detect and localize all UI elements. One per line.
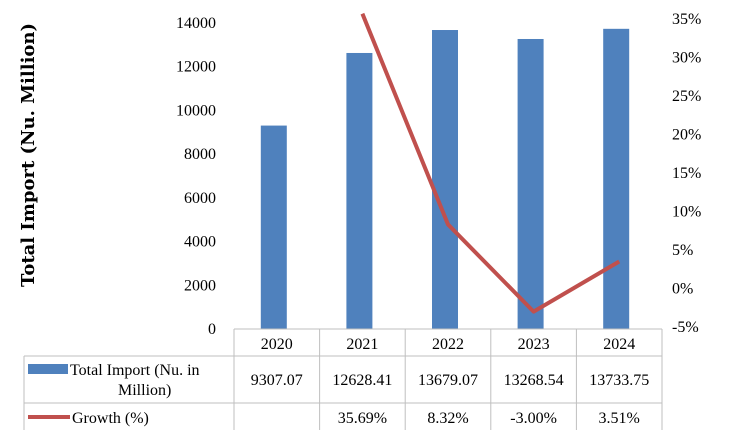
growth-line bbox=[360, 12, 621, 314]
category-label: 2022 bbox=[432, 336, 464, 353]
right-tick-label: 0% bbox=[672, 281, 693, 298]
category-label: 2021 bbox=[346, 336, 378, 353]
import-value-cell: 12628.41 bbox=[332, 372, 392, 389]
y-axis-title: Total Import (Nu. Million) bbox=[18, 23, 39, 287]
right-tick-label: 15% bbox=[672, 165, 701, 182]
growth-value-cell: 8.32% bbox=[427, 410, 468, 427]
bar-series bbox=[260, 28, 630, 330]
line-series bbox=[360, 12, 621, 314]
growth-value-cell: 3.51% bbox=[599, 410, 640, 427]
right-tick-label: 30% bbox=[672, 50, 701, 67]
right-tick-label: 25% bbox=[672, 88, 701, 105]
bar-2023 bbox=[517, 38, 544, 330]
category-label: 2024 bbox=[603, 336, 635, 353]
right-tick-label: 5% bbox=[672, 242, 693, 259]
legend-label-growth: Growth (%) bbox=[72, 410, 149, 427]
import-value-cell: 13679.07 bbox=[418, 372, 478, 389]
left-tick-label: 14000 bbox=[176, 15, 216, 32]
category-label: 2020 bbox=[261, 336, 293, 353]
bar-2024 bbox=[603, 28, 630, 330]
left-tick-label: 10000 bbox=[176, 102, 216, 119]
import-value-cell: 13268.54 bbox=[504, 372, 564, 389]
bar-2022 bbox=[432, 30, 458, 329]
growth-value-cell: 35.69% bbox=[338, 410, 387, 427]
data-table: 2020 2021 2022 2023 2024 Total Import (Nu. in… bbox=[23, 328, 663, 430]
right-tick-label: -5% bbox=[672, 319, 699, 336]
left-tick-label: 4000 bbox=[184, 234, 216, 251]
left-axis-ticks: 0 2000 4000 6000 8000 10000 12000 14000 bbox=[176, 15, 216, 338]
import-value-cell: 13733.75 bbox=[589, 372, 649, 389]
right-axis-ticks: -5% 0% 5% 10% 15% 20% 25% 30% 35% bbox=[672, 11, 701, 336]
left-tick-label: 2000 bbox=[184, 277, 216, 294]
left-tick-label: 12000 bbox=[176, 59, 216, 76]
legend-swatch-import bbox=[28, 364, 68, 374]
left-tick-label: 0 bbox=[208, 321, 216, 338]
right-tick-label: 20% bbox=[672, 127, 701, 144]
left-tick-label: 8000 bbox=[184, 146, 216, 163]
bar-2020 bbox=[260, 125, 287, 330]
category-label: 2023 bbox=[518, 336, 550, 353]
growth-value-cell: -3.00% bbox=[510, 410, 557, 427]
legend-label-import: Total Import (Nu. in Million) bbox=[70, 362, 200, 399]
bar-2021 bbox=[346, 52, 373, 330]
left-tick-label: 6000 bbox=[184, 190, 216, 207]
right-tick-label: 10% bbox=[672, 204, 701, 221]
right-tick-label: 35% bbox=[672, 11, 701, 28]
import-value-cell: 9307.07 bbox=[251, 372, 303, 389]
